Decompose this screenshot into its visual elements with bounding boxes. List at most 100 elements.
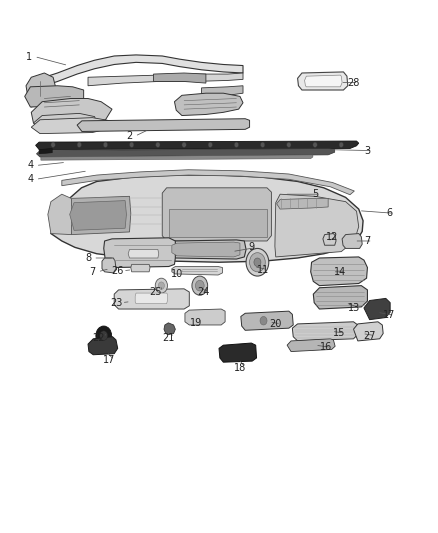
Polygon shape	[313, 286, 367, 309]
Circle shape	[155, 142, 160, 148]
Polygon shape	[31, 55, 243, 90]
Polygon shape	[62, 169, 354, 195]
Circle shape	[313, 142, 317, 148]
Polygon shape	[25, 86, 84, 107]
Text: 24: 24	[198, 287, 210, 297]
Polygon shape	[51, 175, 363, 262]
Text: 8: 8	[85, 253, 91, 263]
Polygon shape	[128, 249, 159, 258]
Text: 5: 5	[312, 189, 318, 199]
Text: 2: 2	[127, 131, 133, 141]
Text: 17: 17	[383, 310, 396, 320]
Polygon shape	[41, 155, 313, 160]
Polygon shape	[26, 73, 55, 107]
Text: 20: 20	[269, 319, 282, 329]
Text: 19: 19	[190, 318, 202, 328]
Text: 25: 25	[149, 287, 162, 297]
Polygon shape	[33, 114, 97, 131]
Circle shape	[260, 317, 267, 325]
Text: 6: 6	[386, 208, 392, 219]
Text: 18: 18	[234, 362, 246, 373]
Circle shape	[250, 253, 265, 272]
Polygon shape	[241, 311, 293, 330]
Polygon shape	[131, 264, 150, 272]
Polygon shape	[77, 119, 250, 132]
Text: 21: 21	[162, 333, 174, 343]
Circle shape	[192, 276, 208, 295]
Polygon shape	[66, 196, 131, 235]
Text: 4: 4	[27, 174, 33, 184]
Text: 17: 17	[103, 355, 115, 365]
Text: 26: 26	[112, 266, 124, 276]
Circle shape	[182, 142, 186, 148]
Polygon shape	[185, 309, 225, 325]
Polygon shape	[164, 323, 175, 335]
Polygon shape	[104, 238, 175, 268]
Polygon shape	[102, 258, 116, 273]
Text: 16: 16	[320, 342, 332, 352]
Text: 27: 27	[364, 330, 376, 341]
Circle shape	[155, 278, 167, 293]
Circle shape	[287, 142, 291, 148]
Polygon shape	[39, 149, 52, 154]
Polygon shape	[364, 298, 390, 320]
Text: 11: 11	[257, 265, 269, 274]
Polygon shape	[162, 188, 272, 241]
Circle shape	[254, 258, 261, 266]
Text: 10: 10	[171, 269, 184, 279]
Circle shape	[246, 248, 269, 276]
Circle shape	[234, 142, 239, 148]
Polygon shape	[88, 337, 118, 355]
Circle shape	[130, 142, 134, 148]
Text: 7: 7	[89, 267, 95, 277]
Polygon shape	[31, 99, 112, 128]
Polygon shape	[31, 118, 110, 134]
Polygon shape	[342, 233, 362, 248]
Polygon shape	[153, 73, 206, 83]
Text: 4: 4	[27, 160, 33, 171]
Text: 13: 13	[348, 303, 360, 313]
Circle shape	[158, 282, 164, 289]
Polygon shape	[169, 209, 267, 237]
Circle shape	[77, 142, 81, 148]
Polygon shape	[304, 75, 342, 87]
Polygon shape	[70, 200, 127, 230]
Text: 9: 9	[249, 243, 255, 252]
Polygon shape	[277, 198, 328, 209]
Circle shape	[261, 142, 265, 148]
Circle shape	[51, 142, 55, 148]
Text: 14: 14	[334, 267, 346, 277]
Polygon shape	[287, 339, 335, 352]
Circle shape	[100, 331, 108, 341]
Polygon shape	[353, 322, 383, 341]
Polygon shape	[275, 194, 359, 257]
Polygon shape	[311, 257, 367, 286]
Polygon shape	[48, 194, 71, 235]
Polygon shape	[172, 266, 223, 275]
Polygon shape	[201, 86, 243, 96]
Polygon shape	[323, 233, 336, 245]
Polygon shape	[219, 343, 257, 362]
Polygon shape	[172, 242, 240, 257]
Polygon shape	[297, 72, 348, 90]
Polygon shape	[88, 73, 243, 86]
Circle shape	[103, 142, 108, 148]
Polygon shape	[166, 240, 246, 259]
Text: 22: 22	[93, 333, 105, 343]
Text: 3: 3	[364, 146, 371, 156]
Circle shape	[195, 280, 204, 291]
Text: 1: 1	[26, 52, 32, 61]
Polygon shape	[292, 322, 358, 341]
Text: 12: 12	[326, 232, 339, 242]
Polygon shape	[135, 293, 167, 304]
Polygon shape	[114, 289, 189, 309]
Polygon shape	[35, 141, 359, 150]
Text: 28: 28	[347, 78, 360, 87]
Circle shape	[208, 142, 212, 148]
Text: 15: 15	[333, 328, 345, 338]
Text: 7: 7	[364, 236, 371, 246]
Text: 23: 23	[110, 297, 123, 308]
Circle shape	[339, 142, 343, 148]
Polygon shape	[36, 149, 335, 157]
Circle shape	[96, 326, 112, 345]
